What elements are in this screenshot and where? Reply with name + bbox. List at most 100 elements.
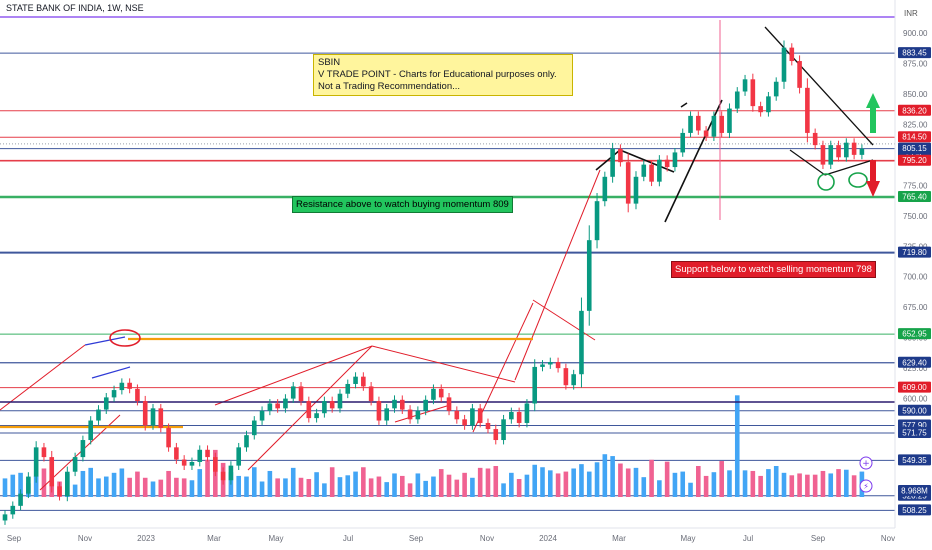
candle-body [236, 447, 241, 466]
price-tag-795.20 [898, 154, 931, 166]
volume-bar [579, 464, 584, 497]
candle-body [368, 386, 374, 402]
candle-body [781, 47, 787, 82]
volume-bar [797, 473, 802, 497]
trend-line [764, 26, 874, 146]
trend-line [472, 302, 534, 433]
volume-bar [290, 467, 296, 497]
bolt-icon: ⚡ [863, 482, 869, 491]
candle-body [431, 388, 436, 400]
trend-line [84, 336, 126, 346]
candle-body [322, 401, 327, 414]
trend-line [514, 169, 601, 381]
candle-body [384, 408, 390, 421]
candle-body [485, 422, 491, 430]
volume-bar [298, 477, 304, 497]
note-line-1: SBIN [318, 57, 341, 68]
y-tick-label: 875.00 [903, 59, 928, 68]
candle-body [540, 364, 545, 367]
candle-body [376, 401, 382, 421]
volume-bar [563, 471, 569, 497]
x-tick-label: 2024 [539, 534, 557, 543]
y-tick-label: 850.00 [903, 90, 928, 99]
currency-label[interactable]: INR [904, 9, 918, 18]
volume-bar [844, 469, 849, 497]
price-tag-label: 571.75 [902, 429, 927, 438]
candle-body [680, 132, 686, 153]
price-tag-609.00 [898, 381, 931, 393]
candle-body [696, 115, 701, 131]
y-tick-label: 775.00 [903, 181, 928, 190]
volume-bar [696, 466, 701, 497]
price-tag-label: 719.80 [902, 248, 927, 257]
x-tick-label: May [680, 534, 695, 543]
volume-bar [72, 484, 78, 497]
candle-body [49, 457, 55, 487]
volume-bar [166, 470, 171, 497]
candle-body [602, 176, 608, 202]
x-tick-label: 2023 [137, 534, 155, 543]
x-tick-label: Nov [480, 534, 494, 543]
volume-bar [680, 471, 686, 497]
volume-bar [781, 472, 787, 497]
volume-bar [688, 482, 693, 497]
volume-bar [649, 459, 654, 497]
candle-body [750, 79, 756, 107]
candle-body [789, 47, 795, 62]
volume-bar [641, 477, 647, 497]
x-tick-label: Jul [343, 534, 353, 543]
volume-bar [750, 470, 756, 497]
support-label: Support below to watch selling momentum … [671, 261, 876, 278]
price-tag-629.40 [898, 356, 931, 368]
volume-bar [828, 473, 834, 497]
volume-bar [18, 472, 23, 497]
candle-body [758, 106, 763, 113]
candle-body [96, 409, 101, 421]
volume-bar [548, 470, 553, 497]
candle-body [135, 388, 140, 402]
x-tick-label: Sep [409, 534, 424, 543]
candle-body [470, 408, 475, 426]
volume-bar [501, 483, 506, 497]
price-tag-765.40 [898, 191, 931, 203]
candle-body [462, 419, 467, 426]
volume-bar [446, 474, 452, 497]
candle-body [719, 115, 724, 133]
flash-icon [859, 479, 873, 493]
chart-title: STATE BANK OF INDIA, 1W, NSE [6, 3, 144, 13]
volume-bar [524, 474, 530, 497]
price-tag-label: 508.25 [902, 506, 927, 515]
volume-bar [306, 479, 312, 497]
candle-body [571, 374, 576, 386]
candle-body [345, 383, 351, 394]
candle-body [220, 471, 226, 481]
candle-body [407, 409, 413, 420]
trend-line [680, 102, 688, 108]
candles [2, 40, 865, 525]
volume-bar [602, 454, 608, 497]
volume-bar [244, 476, 249, 497]
price-tag-883.45 [898, 47, 931, 59]
volume-bar [727, 470, 732, 497]
candle-body [150, 408, 156, 426]
volume-bar [361, 467, 366, 497]
price-tag-label: 590.00 [902, 406, 927, 415]
candle-body [181, 459, 187, 466]
volume-bar [493, 466, 499, 497]
candle-body [244, 435, 249, 448]
volume-bar [259, 481, 265, 497]
candle-body [548, 362, 553, 365]
candle-body [33, 447, 39, 477]
candle-body [251, 420, 257, 436]
volume-bar [399, 475, 405, 497]
candle-body [158, 408, 164, 428]
price-tag-719.80 [898, 246, 931, 258]
candle-body [2, 514, 8, 521]
candle-body [127, 382, 132, 389]
y-tick-label: 900.00 [903, 29, 928, 38]
y-tick-label: 600.00 [903, 395, 928, 404]
note-line-2: V TRADE POINT - Charts for Educational p… [318, 69, 557, 80]
price-tag-label: 629.40 [902, 358, 927, 367]
